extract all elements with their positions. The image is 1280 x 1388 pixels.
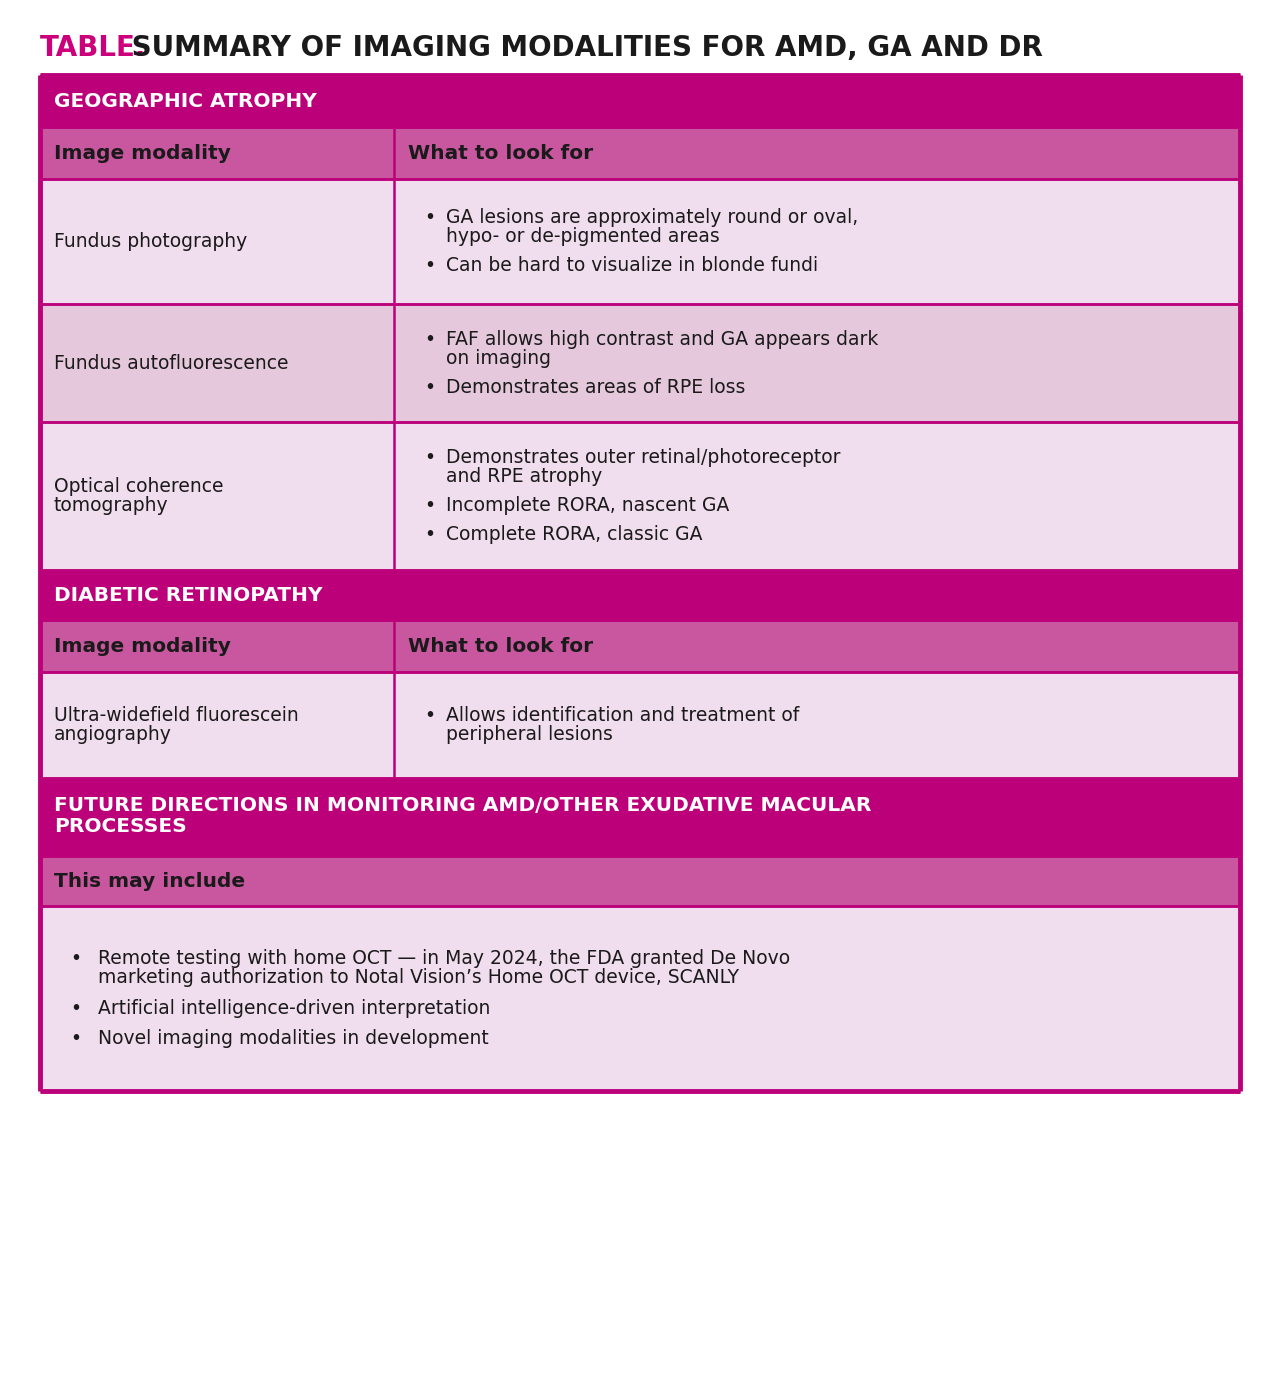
Bar bbox=[40, 570, 1240, 620]
Bar bbox=[40, 906, 1240, 1091]
Text: and RPE atrophy: and RPE atrophy bbox=[445, 466, 603, 486]
Text: PROCESSES: PROCESSES bbox=[54, 818, 187, 836]
Bar bbox=[40, 856, 1240, 906]
Bar bbox=[394, 672, 1240, 779]
Text: Complete RORA, classic GA: Complete RORA, classic GA bbox=[445, 525, 703, 544]
Text: GA lesions are approximately round or oval,: GA lesions are approximately round or ov… bbox=[445, 208, 859, 228]
Text: DIABETIC RETINOPATHY: DIABETIC RETINOPATHY bbox=[54, 586, 323, 605]
Text: Artificial intelligence-driven interpretation: Artificial intelligence-driven interpret… bbox=[99, 998, 490, 1017]
Text: Can be hard to visualize in blonde fundi: Can be hard to visualize in blonde fundi bbox=[445, 255, 818, 275]
Bar bbox=[40, 126, 394, 179]
Text: Image modality: Image modality bbox=[54, 637, 230, 655]
Text: angiography: angiography bbox=[54, 725, 172, 744]
Text: FUTURE DIRECTIONS IN MONITORING AMD/OTHER EXUDATIVE MACULAR: FUTURE DIRECTIONS IN MONITORING AMD/OTHE… bbox=[54, 795, 872, 815]
Text: Ultra-widefield fluorescein: Ultra-widefield fluorescein bbox=[54, 706, 298, 725]
Text: on imaging: on imaging bbox=[445, 348, 550, 368]
Bar bbox=[40, 620, 394, 672]
Text: GEOGRAPHIC ATROPHY: GEOGRAPHIC ATROPHY bbox=[54, 92, 316, 111]
Bar bbox=[40, 75, 1240, 126]
Bar bbox=[394, 179, 1240, 304]
Bar bbox=[40, 179, 394, 304]
Text: •: • bbox=[70, 998, 81, 1017]
Text: •: • bbox=[424, 525, 435, 544]
Text: This may include: This may include bbox=[54, 872, 246, 891]
Text: Optical coherence: Optical coherence bbox=[54, 477, 224, 496]
Text: •: • bbox=[424, 448, 435, 466]
Text: marketing authorization to Notal Vision’s Home OCT device, SCANLY: marketing authorization to Notal Vision’… bbox=[99, 967, 739, 987]
Bar bbox=[394, 620, 1240, 672]
Text: •: • bbox=[424, 706, 435, 725]
Text: Demonstrates areas of RPE loss: Demonstrates areas of RPE loss bbox=[445, 378, 745, 397]
Text: SUMMARY OF IMAGING MODALITIES FOR AMD, GA AND DR: SUMMARY OF IMAGING MODALITIES FOR AMD, G… bbox=[122, 33, 1043, 62]
Bar bbox=[40, 422, 394, 570]
Text: What to look for: What to look for bbox=[408, 143, 593, 162]
Text: Remote testing with home OCT — in May 2024, the FDA granted De Novo: Remote testing with home OCT — in May 20… bbox=[99, 948, 790, 967]
Text: •: • bbox=[70, 948, 81, 967]
Text: hypo- or de-pigmented areas: hypo- or de-pigmented areas bbox=[445, 228, 719, 246]
Text: •: • bbox=[424, 329, 435, 348]
Bar bbox=[40, 304, 394, 422]
Text: TABLE.: TABLE. bbox=[40, 33, 146, 62]
Text: Novel imaging modalities in development: Novel imaging modalities in development bbox=[99, 1030, 489, 1048]
Text: Image modality: Image modality bbox=[54, 143, 230, 162]
Bar bbox=[40, 672, 394, 779]
Bar bbox=[40, 779, 1240, 856]
Text: Incomplete RORA, nascent GA: Incomplete RORA, nascent GA bbox=[445, 496, 730, 515]
Text: Fundus photography: Fundus photography bbox=[54, 232, 247, 251]
Text: •: • bbox=[70, 1030, 81, 1048]
Text: peripheral lesions: peripheral lesions bbox=[445, 725, 613, 744]
Text: tomography: tomography bbox=[54, 496, 169, 515]
Text: What to look for: What to look for bbox=[408, 637, 593, 655]
Text: Demonstrates outer retinal/photoreceptor: Demonstrates outer retinal/photoreceptor bbox=[445, 448, 841, 466]
Text: Fundus autofluorescence: Fundus autofluorescence bbox=[54, 354, 288, 372]
Text: •: • bbox=[424, 255, 435, 275]
Text: •: • bbox=[424, 378, 435, 397]
Text: Allows identification and treatment of: Allows identification and treatment of bbox=[445, 706, 799, 725]
Text: •: • bbox=[424, 496, 435, 515]
Text: FAF allows high contrast and GA appears dark: FAF allows high contrast and GA appears … bbox=[445, 329, 878, 348]
Text: •: • bbox=[424, 208, 435, 228]
Bar bbox=[394, 126, 1240, 179]
Bar bbox=[394, 422, 1240, 570]
Bar bbox=[394, 304, 1240, 422]
